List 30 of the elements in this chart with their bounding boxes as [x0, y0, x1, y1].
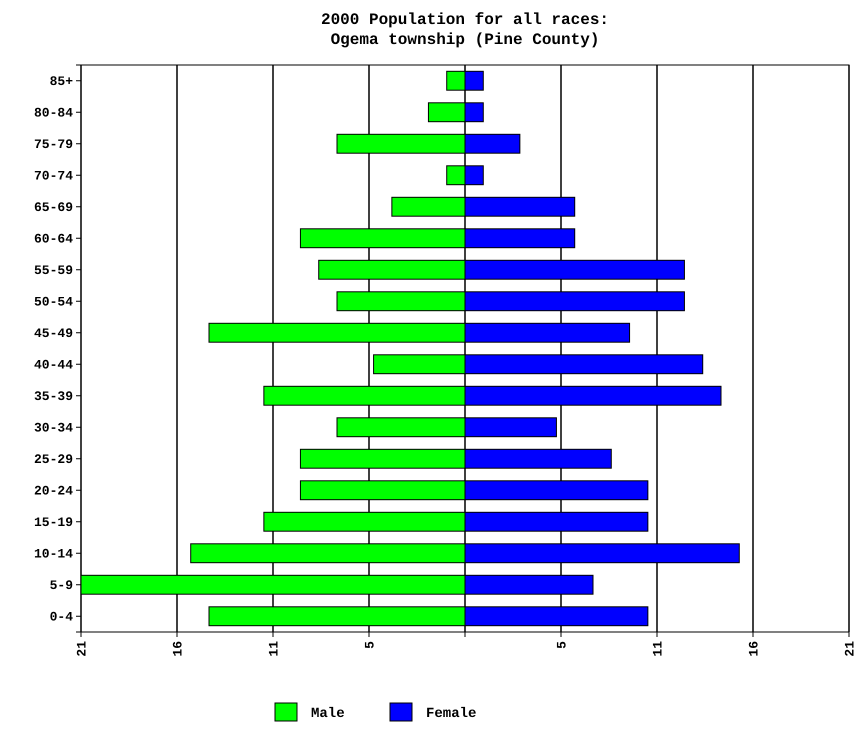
- y-tick-label: 20-24: [34, 483, 74, 498]
- chart-title: 2000 Population for all races:: [320, 11, 610, 29]
- y-tick-label: 15-19: [34, 514, 74, 530]
- y-tick-label: 40-44: [34, 357, 74, 372]
- y-tick-label: 55-59: [34, 262, 74, 278]
- x-tick-label: 5: [554, 640, 570, 649]
- y-tick-label: 70-74: [34, 168, 74, 184]
- y-tick-label: 65-69: [34, 200, 74, 215]
- y-tick-label: 85+: [50, 74, 74, 89]
- legend-label: Male: [311, 706, 345, 722]
- x-tick-label: 16: [170, 640, 186, 657]
- y-tick-label: 50-54: [34, 294, 74, 310]
- y-tick-label: 80-84: [34, 105, 74, 120]
- y-tick-label: 35-39: [34, 388, 74, 404]
- legend-label: Female: [426, 706, 476, 722]
- y-tick-label: 25-29: [34, 452, 74, 467]
- x-tick-label: 16: [746, 640, 762, 657]
- y-tick-label: 30-34: [34, 420, 74, 436]
- x-tick-label: 5: [362, 640, 378, 649]
- y-tick-label: 45-49: [34, 326, 74, 341]
- x-tick-label: 11: [266, 640, 282, 657]
- y-tick-label: 75-79: [34, 136, 74, 152]
- y-tick-label: 10-14: [34, 546, 74, 562]
- y-tick-label: 60-64: [34, 231, 74, 246]
- chart-subtitle: Ogema township (Pine County): [330, 31, 600, 49]
- x-tick-label: 21: [74, 640, 90, 657]
- x-tick-label: 11: [650, 640, 666, 657]
- y-tick-label: 5-9: [50, 578, 74, 593]
- x-tick-label: 21: [842, 640, 854, 657]
- y-tick-label: 0-4: [50, 609, 74, 624]
